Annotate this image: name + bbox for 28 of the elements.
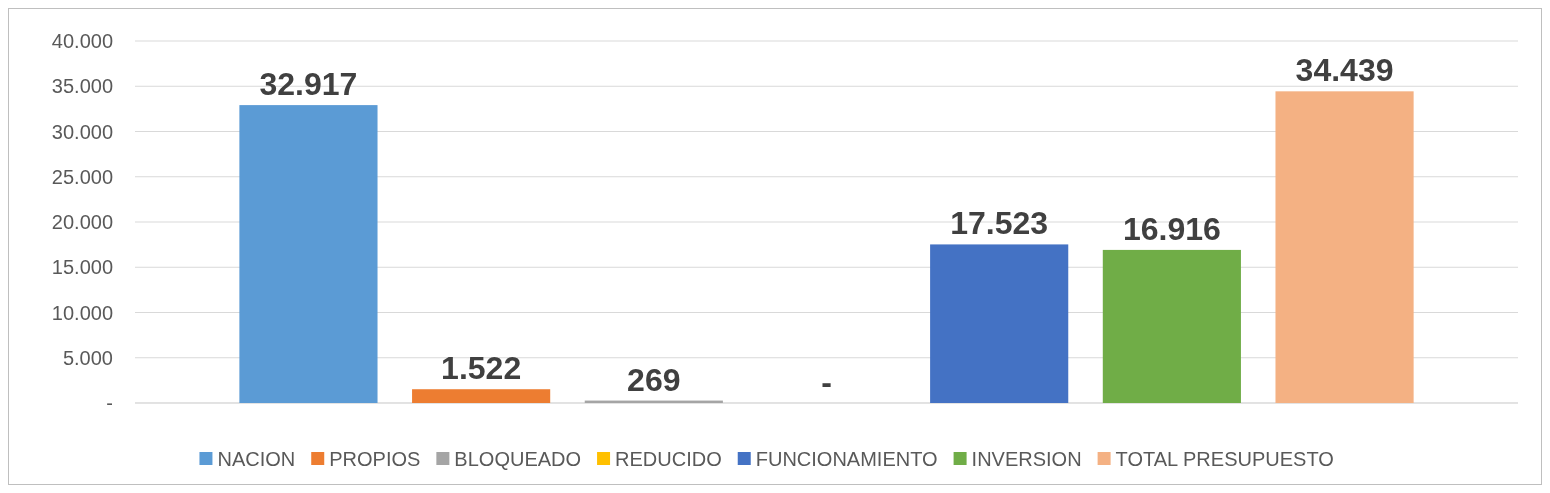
y-tick-label: 40.000 [51, 30, 113, 52]
y-tick-label: 35.000 [51, 75, 113, 98]
legend-label: NACION [217, 448, 296, 470]
y-tick-label: 10.000 [51, 301, 113, 324]
y-tick-label: 30.000 [51, 120, 113, 143]
legend-label: REDUCIDO [615, 448, 722, 470]
bar [1102, 249, 1241, 403]
bar [412, 389, 551, 403]
bar [239, 105, 378, 403]
bar [1275, 91, 1414, 403]
data-label: 17.523 [950, 205, 1049, 242]
legend-label: FUNCIONAMIENTO [755, 448, 938, 470]
y-tick-label: - [106, 392, 113, 414]
y-tick-label: 15.000 [51, 256, 113, 279]
y-tick-label: 25.000 [51, 165, 113, 188]
legend-label: PROPIOS [329, 448, 421, 470]
legend-label: TOTAL PRESUPUESTO [1115, 448, 1334, 470]
legend-label: INVERSION [971, 448, 1082, 470]
data-label: 34.439 [1295, 52, 1394, 89]
data-label: 16.916 [1122, 210, 1221, 247]
y-tick-label: 20.000 [51, 211, 113, 233]
y-tick-label: 5.000 [62, 346, 113, 369]
data-label: 32.917 [259, 66, 358, 103]
data-label: - [821, 364, 832, 400]
legend-label: BLOQUEADO [454, 448, 582, 470]
bar [930, 244, 1069, 403]
data-label: 1.522 [441, 350, 522, 387]
data-label: 269 [627, 361, 681, 398]
